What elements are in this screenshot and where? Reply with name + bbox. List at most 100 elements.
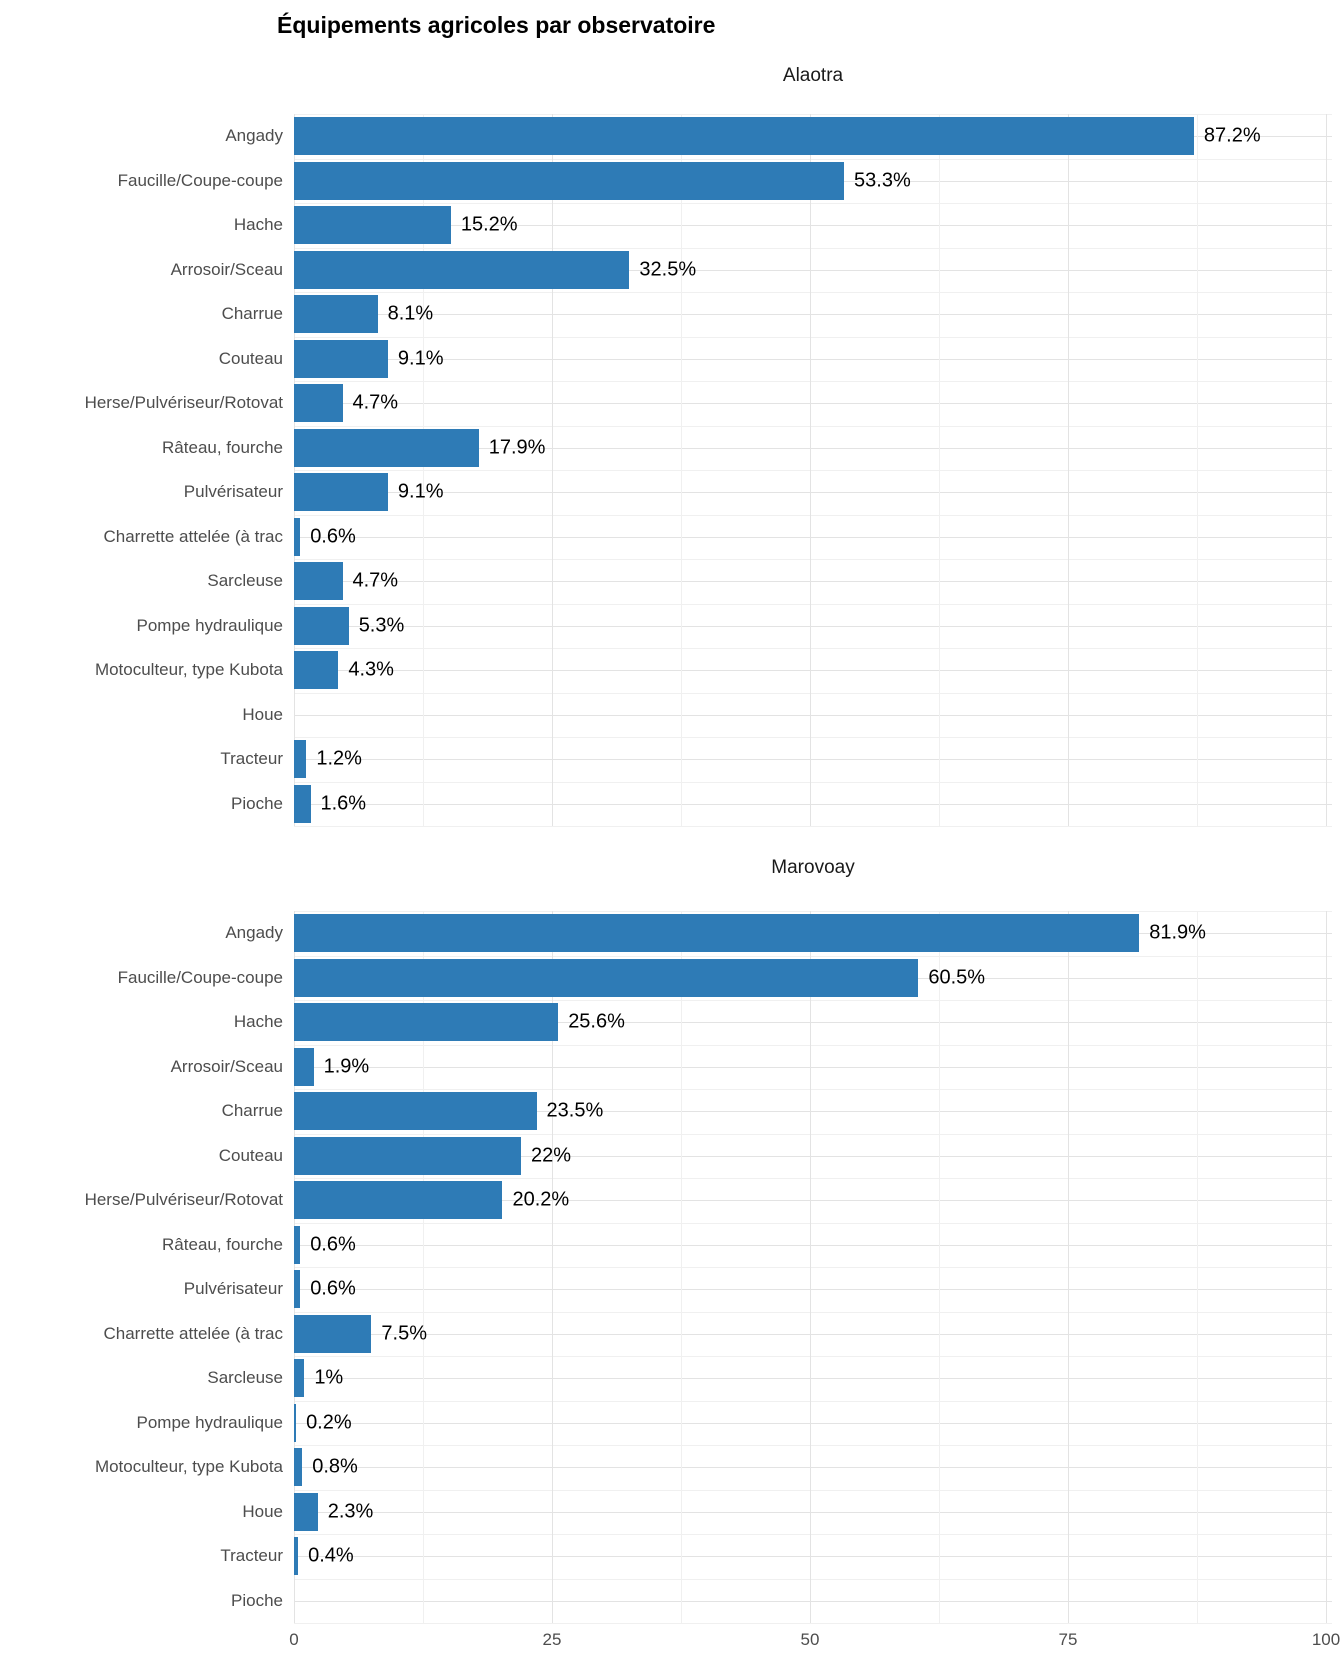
gridline-vertical-major: [1326, 911, 1327, 1623]
gridline-horizontal-minor: [294, 737, 1332, 738]
gridline-horizontal-major: [294, 1378, 1332, 1380]
category-label-sarcleuse: Sarcleuse: [207, 1368, 283, 1388]
gridline-horizontal-minor: [294, 203, 1332, 204]
bar-row: 0.2%: [294, 1401, 1332, 1446]
value-label: 22%: [531, 1144, 572, 1167]
gridline-horizontal-minor: [294, 247, 1332, 249]
gridline-vertical-minor: [939, 114, 940, 826]
value-label: 0.2%: [306, 1411, 352, 1434]
bar-marovoay-pompe-hydraulique: [294, 1403, 297, 1442]
gridline-horizontal-minor: [294, 826, 1332, 827]
gridline-horizontal-major: [294, 1022, 1332, 1024]
bar-row: 0.6%: [294, 515, 1332, 560]
bar-marovoay-angady: [294, 914, 1140, 953]
gridline-horizontal-minor: [294, 1534, 1332, 1535]
gridline-horizontal-major: [294, 803, 1332, 805]
gridline-horizontal-major: [294, 225, 1332, 227]
value-label: 60.5%: [928, 966, 986, 989]
gridline-horizontal-minor: [294, 781, 1332, 783]
gridline-horizontal-minor: [294, 603, 1332, 605]
value-label: 20.2%: [512, 1188, 570, 1211]
gridline-vertical-major: [294, 114, 295, 826]
bar-row: 1.6%: [294, 782, 1332, 827]
gridline-horizontal-minor: [294, 1311, 1332, 1313]
category-label-charrue: Charrue: [221, 1101, 283, 1121]
category-label-angady: Angady: [225, 923, 283, 943]
bar-alaotra-pioche: [294, 784, 311, 823]
bar-alaotra-charrue: [294, 295, 378, 334]
gridline-horizontal-minor: [294, 1623, 1332, 1624]
bar-row: 25.6%: [294, 1000, 1332, 1045]
gridline-vertical-major: [810, 114, 811, 826]
x-tick-label-75: 75: [1058, 1630, 1078, 1649]
bar-row: 1.9%: [294, 1045, 1332, 1090]
gridline-horizontal-minor: [294, 1178, 1332, 1179]
bar-alaotra-pompe-hydraulique: [294, 606, 349, 645]
gridline-horizontal-minor: [294, 1133, 1332, 1135]
category-label-hache: Hache: [233, 1012, 283, 1032]
bar-row: 5.3%: [294, 604, 1332, 649]
gridline-horizontal-minor: [294, 114, 1332, 115]
y-axis-labels-alaotra: Angady Faucille/Coupe-coupe Hache Arrosoir/…: [0, 114, 283, 826]
bar-marovoay-sarcleuse: [294, 1359, 305, 1398]
gridline-horizontal-minor: [294, 1445, 1332, 1446]
bar-row: 32.5%: [294, 248, 1332, 293]
gridline-horizontal-major: [294, 1511, 1332, 1513]
value-label: 87.2%: [1203, 124, 1261, 147]
gridline-horizontal-major: [294, 759, 1332, 761]
bar-alaotra-sarcleuse: [294, 562, 343, 601]
gridline-horizontal-major: [294, 536, 1332, 538]
category-label-houe: Houe: [242, 1501, 283, 1521]
gridline-vertical-minor: [681, 114, 682, 826]
gridline-vertical-minor: [423, 114, 424, 826]
gridline-horizontal-minor: [294, 648, 1332, 649]
bar-marovoay-r-teau-fourche: [294, 1225, 301, 1264]
value-label: 7.5%: [381, 1322, 427, 1345]
bar-row: 17.9%: [294, 426, 1332, 471]
category-label-motoculteur-type-kubota: Motoculteur, type Kubota: [94, 1457, 283, 1477]
bar-marovoay-motoculteur-type-kubota: [294, 1448, 303, 1487]
gridline-horizontal-minor: [294, 1267, 1332, 1268]
bar-marovoay-arrosoir-sceau: [294, 1047, 314, 1086]
gridline-vertical-major: [1068, 911, 1069, 1623]
value-label: 9.1%: [397, 480, 444, 503]
facet-strip-marovoay: Marovoay: [771, 857, 855, 878]
gridline-horizontal-minor: [294, 559, 1332, 560]
gridline-horizontal-minor: [294, 1489, 1332, 1491]
gridline-horizontal-minor: [294, 292, 1332, 293]
facet-strip-alaotra: Alaotra: [782, 65, 844, 86]
gridline-vertical-major: [294, 911, 295, 1623]
category-label-pioche: Pioche: [231, 1590, 283, 1610]
gridline-horizontal-major: [294, 358, 1332, 360]
x-tick-label-100: 100: [1311, 1630, 1341, 1649]
bar-row: 81.9%: [294, 911, 1332, 956]
bar-row: 0.6%: [294, 1223, 1332, 1268]
bar-alaotra-angady: [294, 117, 1194, 156]
gridline-horizontal-minor: [294, 1578, 1332, 1580]
gridline-horizontal-major: [294, 625, 1332, 627]
gridline-horizontal-minor: [294, 911, 1332, 912]
gridline-horizontal-major: [294, 1422, 1332, 1424]
bar-alaotra-herse-pulv-riseur-rotovat: [294, 384, 343, 423]
bar-row: 0.6%: [294, 1267, 1332, 1312]
gridline-vertical-minor: [1197, 911, 1198, 1623]
value-label: 0.4%: [308, 1544, 354, 1567]
category-label-pulv-risateur: Pulvérisateur: [183, 1279, 283, 1299]
bar-row: 22%: [294, 1134, 1332, 1179]
gridline-horizontal-minor: [294, 1222, 1332, 1224]
value-label: 4.7%: [352, 391, 399, 414]
gridline-vertical-major: [1326, 114, 1327, 826]
category-label-r-teau-fourche: Râteau, fourche: [162, 1234, 283, 1254]
category-label-tracteur: Tracteur: [220, 749, 283, 769]
bar-marovoay-charrette-attel-e-trac: [294, 1314, 372, 1353]
gridline-horizontal-major: [294, 1556, 1332, 1558]
value-label: 0.6%: [310, 525, 356, 548]
bar-row: 87.2%: [294, 114, 1332, 159]
bar-row: 2.3%: [294, 1490, 1332, 1535]
bar-row: 1%: [294, 1356, 1332, 1401]
value-label: 1.6%: [320, 792, 367, 815]
gridline-vertical-minor: [1197, 114, 1198, 826]
value-label: 0.6%: [310, 1277, 356, 1300]
gridline-horizontal-minor: [294, 425, 1332, 427]
